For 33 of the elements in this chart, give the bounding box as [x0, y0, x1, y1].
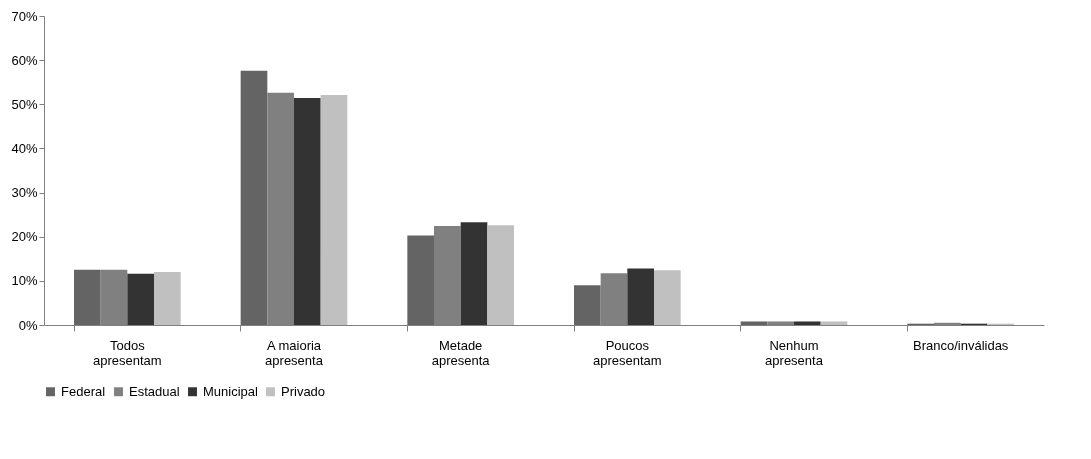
y-tick-label: 40%: [11, 140, 38, 156]
y-tick-label: 30%: [11, 185, 38, 201]
legend-label: Privado: [281, 383, 326, 399]
bar: [740, 321, 768, 325]
x-tick-label: Metade apresenta: [431, 337, 491, 368]
x-tick-label: Branco/inválidas: [912, 337, 1009, 353]
bar: [74, 269, 101, 325]
y-tick-label: 0%: [18, 317, 38, 333]
bar: [154, 272, 181, 325]
y-tick-label: 70%: [11, 8, 38, 24]
x-tick-label: Nenhum apresenta: [765, 337, 824, 368]
x-tick-label: Todos apresentam: [93, 337, 162, 368]
y-tick-label: 10%: [11, 273, 38, 289]
x-tick-label: A maioria apresenta: [265, 337, 324, 368]
legend-label: Federal: [61, 383, 106, 399]
bar: [127, 273, 154, 325]
y-tick-label: 60%: [11, 52, 38, 68]
y-tick-label: 20%: [11, 229, 38, 245]
bar: [574, 285, 601, 325]
bar: [294, 98, 321, 325]
x-tick-label: Poucos apresentam: [593, 337, 662, 368]
bar: [487, 225, 514, 325]
bar: [654, 270, 681, 325]
bar: [240, 70, 268, 325]
bar: [627, 268, 654, 325]
bar: [794, 321, 821, 325]
bar: [460, 222, 488, 325]
bar: [407, 235, 434, 325]
bar: [320, 95, 348, 325]
y-tick-label: 50%: [11, 96, 38, 112]
bar: [820, 321, 848, 325]
legend-label: Estadual: [129, 383, 180, 399]
legend-label: Municipal: [203, 383, 259, 399]
